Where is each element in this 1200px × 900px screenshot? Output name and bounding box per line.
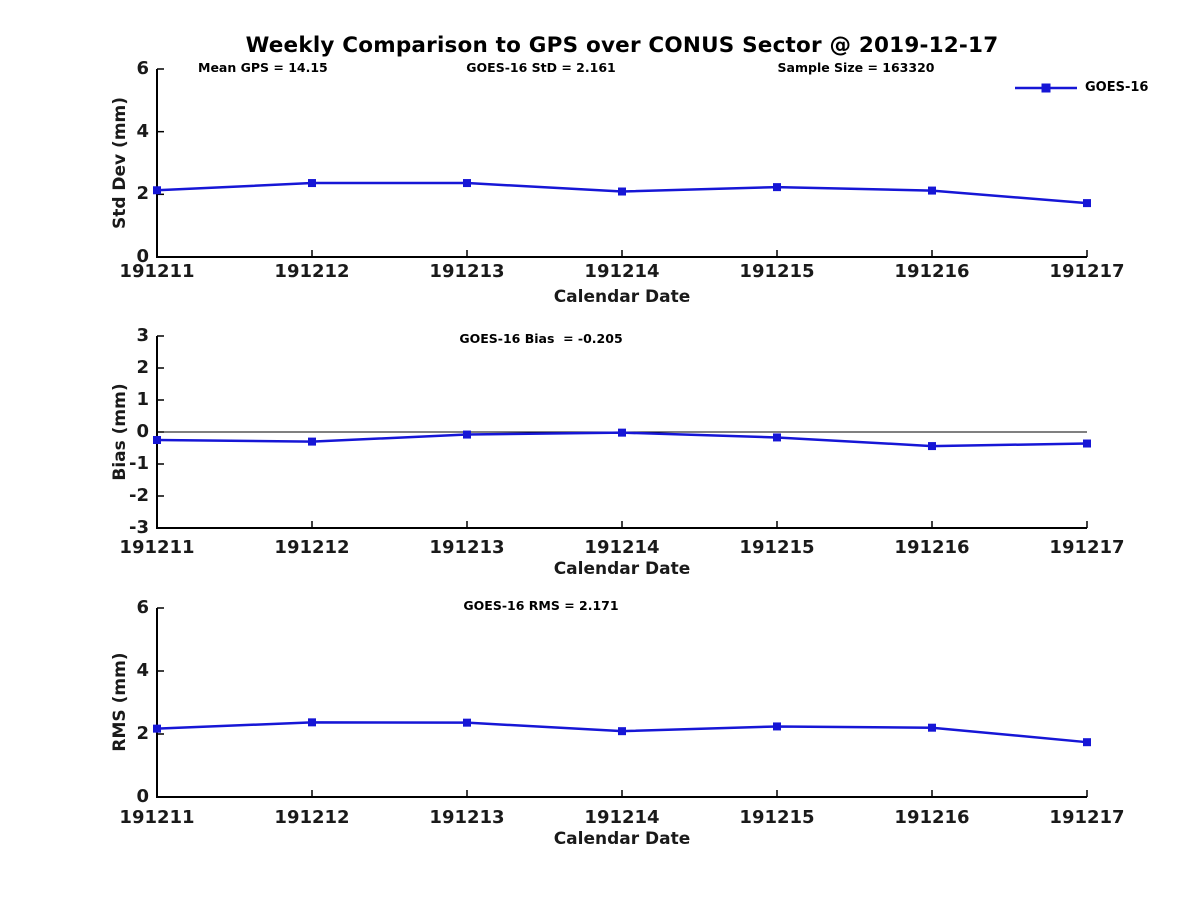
annotation-std: GOES-16 StD = 2.161 — [466, 60, 616, 75]
series-marker — [618, 727, 626, 736]
x-tick-label: 191213 — [429, 807, 505, 828]
series-marker — [153, 724, 161, 733]
x-axis-label-calendar-date: Calendar Date — [553, 287, 691, 307]
series-marker — [618, 428, 626, 437]
x-tick-label: 191216 — [894, 807, 970, 828]
annotation-sample-size: Sample Size = 163320 — [777, 60, 935, 75]
y-tick-label: 3 — [136, 325, 149, 346]
series-marker — [463, 179, 471, 188]
series-marker — [773, 722, 781, 731]
x-tick-label: 191212 — [274, 537, 350, 558]
x-tick-label: 191211 — [119, 261, 195, 282]
series-marker — [463, 430, 471, 439]
page-title: Weekly Comparison to GPS over CONUS Sect… — [245, 33, 999, 58]
annotation-rms: GOES-16 RMS = 2.171 — [463, 598, 619, 613]
y-tick-label: 0 — [136, 246, 149, 267]
series-marker — [773, 433, 781, 442]
y-tick-label: -2 — [129, 485, 149, 506]
series-marker — [928, 723, 936, 732]
series-marker — [773, 183, 781, 192]
x-tick-label: 191214 — [584, 537, 660, 558]
x-tick-label: 191217 — [1049, 807, 1125, 828]
axis-spines-std-dev — [156, 69, 1087, 258]
series-marker — [1083, 199, 1091, 208]
legend-label: GOES-16 — [1085, 80, 1149, 95]
series-marker — [308, 437, 316, 446]
y-tick-label: 6 — [136, 597, 149, 618]
y-tick-label: 6 — [136, 58, 149, 79]
series-marker — [1083, 439, 1091, 448]
x-tick-label: 191216 — [894, 261, 970, 282]
series-marker — [308, 179, 316, 188]
y-tick-label: 0 — [136, 786, 149, 807]
x-axis-label-calendar-date: Calendar Date — [553, 829, 691, 849]
x-tick-label: 191215 — [739, 537, 815, 558]
axis-spines-rms — [156, 608, 1087, 798]
x-tick-label: 191214 — [584, 807, 660, 828]
x-tick-label: 191217 — [1049, 537, 1125, 558]
x-axis-label-calendar-date: Calendar Date — [553, 559, 691, 579]
series-marker — [928, 186, 936, 195]
x-tick-label: 191212 — [274, 807, 350, 828]
y-tick-label: 0 — [136, 421, 149, 442]
series-marker — [463, 718, 471, 727]
y-tick-label: -3 — [129, 517, 149, 538]
series-marker — [153, 436, 161, 444]
x-tick-label: 191217 — [1049, 261, 1125, 282]
y-tick-label: 2 — [136, 723, 149, 744]
annotation-bias: GOES-16 Bias = -0.205 — [459, 331, 623, 346]
legend-line-marker-icon — [1015, 83, 1077, 92]
x-tick-label: 191216 — [894, 537, 970, 558]
y-tick-label: 2 — [136, 183, 149, 205]
series-marker — [308, 718, 316, 727]
y-tick-label: 4 — [136, 120, 149, 142]
x-tick-label: 191215 — [739, 261, 815, 282]
series-marker — [153, 186, 161, 195]
x-tick-label: 191213 — [429, 261, 505, 282]
y-tick-label: 1 — [136, 389, 149, 410]
y-tick-label: -1 — [129, 453, 149, 474]
x-tick-label: 191213 — [429, 537, 505, 558]
x-tick-label: 191211 — [119, 807, 195, 828]
x-tick-label: 191212 — [274, 261, 350, 282]
y-tick-label: 2 — [136, 357, 149, 378]
series-marker — [928, 442, 936, 451]
annotation-mean-gps: Mean GPS = 14.15 — [198, 60, 328, 75]
x-tick-label: 191215 — [739, 807, 815, 828]
series-marker — [618, 187, 626, 196]
series-marker — [1083, 738, 1091, 747]
legend: GOES-16 — [1014, 80, 1148, 95]
x-tick-label: 191214 — [584, 261, 660, 282]
x-tick-label: 191211 — [119, 537, 195, 558]
y-tick-label: 4 — [136, 660, 149, 681]
